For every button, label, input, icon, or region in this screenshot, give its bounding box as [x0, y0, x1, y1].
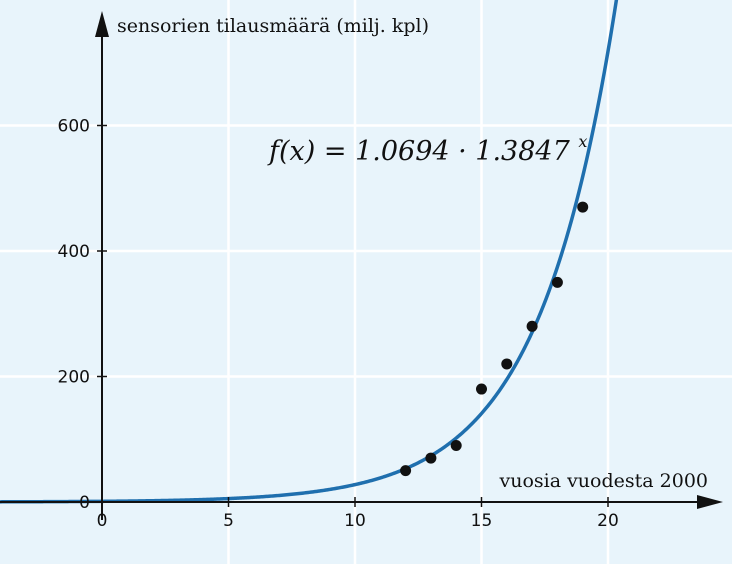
x-tick-label: 15: [471, 511, 493, 531]
data-point: [577, 201, 589, 213]
point-layer: [400, 201, 589, 477]
y-tick-label: 200: [58, 368, 90, 388]
axis-layer: [0, 11, 723, 520]
x-axis-label: vuosia vuodesta 2000: [498, 470, 708, 492]
formula-prefix: f(x) = 1.0694 · 1.3847: [267, 136, 571, 167]
data-point: [425, 452, 437, 464]
data-point: [476, 383, 487, 395]
formula-exponent: x: [578, 132, 587, 151]
data-point: [400, 465, 412, 477]
y-axis-label: sensorien tilausmäärä (milj. kpl): [117, 15, 429, 37]
y-tick-label: 0: [79, 493, 90, 513]
data-point: [450, 440, 462, 452]
x-tick-label: 0: [97, 511, 108, 531]
x-tick-label: 5: [223, 511, 234, 531]
data-point: [526, 320, 538, 332]
data-point: [551, 276, 563, 288]
formula-label: f(x) = 1.0694 · 1.3847 x: [267, 132, 587, 167]
x-tick-label: 10: [344, 511, 366, 531]
x-tick-label: 20: [597, 511, 619, 531]
data-point: [501, 358, 513, 370]
y-tick-label: 400: [58, 242, 90, 262]
y-tick-label: 600: [58, 117, 90, 137]
y-axis-arrow-icon: [95, 11, 109, 37]
x-axis-arrow-icon: [697, 495, 723, 509]
